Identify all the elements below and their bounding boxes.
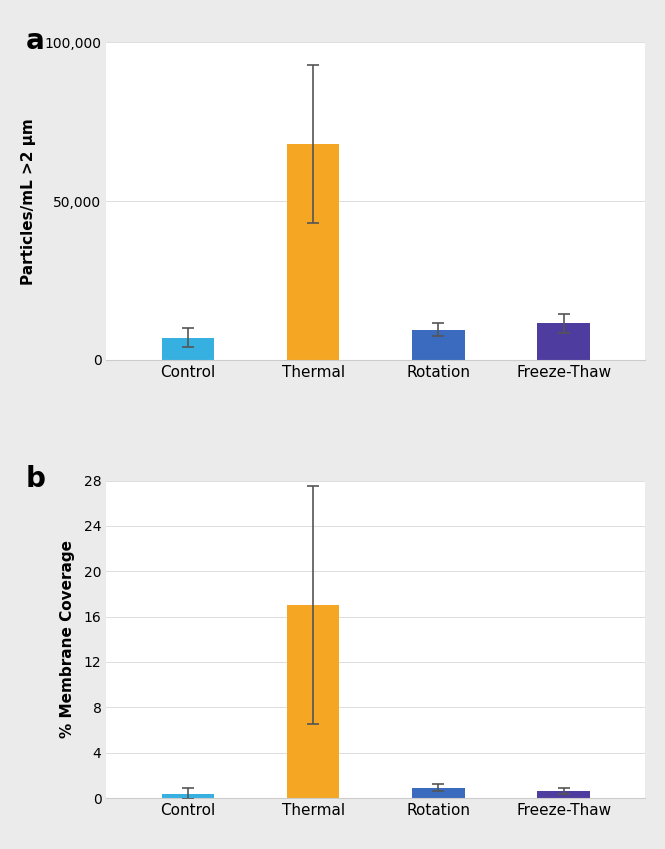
Y-axis label: % Membrane Coverage: % Membrane Coverage	[61, 540, 75, 739]
Bar	[412, 788, 465, 798]
Y-axis label: Particles/mL >2 μm: Particles/mL >2 μm	[21, 118, 36, 284]
Bar	[287, 605, 339, 798]
Bar	[162, 338, 214, 360]
Bar	[162, 794, 214, 798]
Bar	[537, 323, 590, 360]
Bar	[537, 790, 590, 798]
Text: a: a	[26, 26, 45, 54]
Text: b: b	[26, 464, 45, 492]
Bar	[287, 144, 339, 360]
Bar	[412, 329, 465, 360]
